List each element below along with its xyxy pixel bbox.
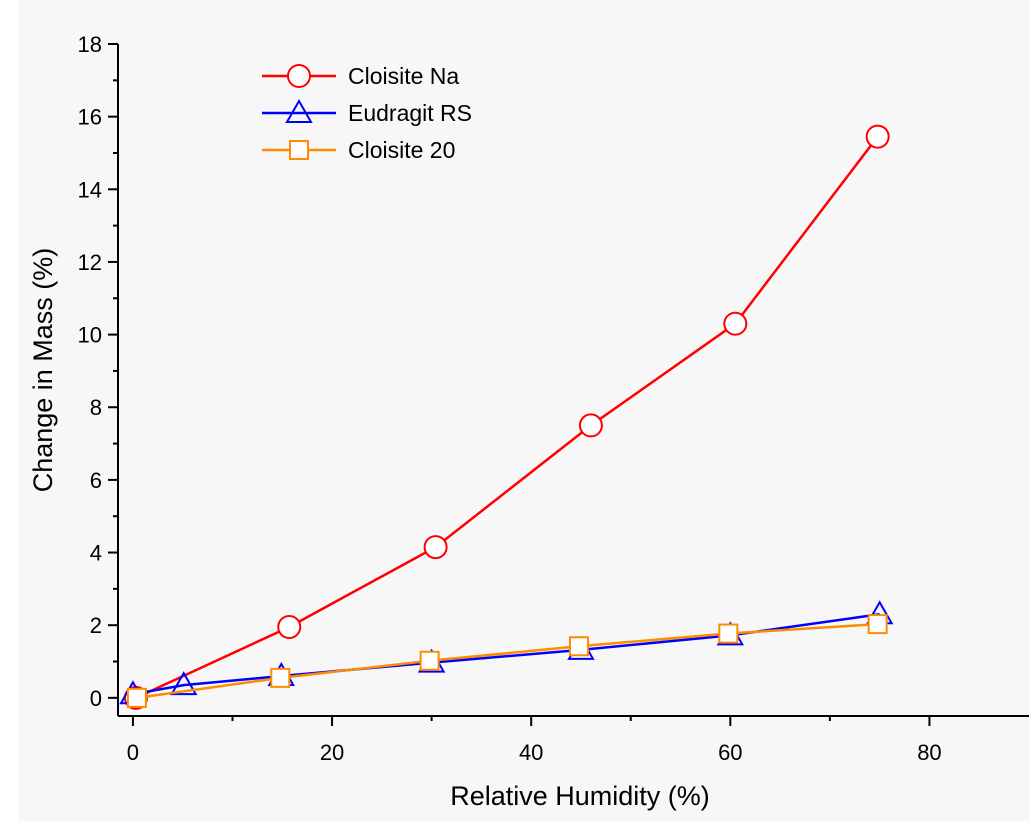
data-point-cloisite-20 (126, 687, 147, 708)
series-cloisite-20 (126, 614, 888, 708)
legend-label-cloisite-20: Cloisite 20 (348, 137, 455, 163)
y-tick-label: 0 (90, 686, 102, 711)
y-tick-label: 16 (78, 105, 102, 130)
legend-marker-eudragit-rs (285, 98, 313, 123)
data-point-cloisite-na (423, 535, 448, 560)
legend: Cloisite Na Eudragit RS Cloisite 20 (262, 63, 472, 163)
series-line-cloisite-20 (136, 622, 878, 700)
y-tick-label: 2 (90, 613, 102, 638)
y-tick-label: 8 (90, 395, 102, 420)
data-point-cloisite-na (578, 413, 603, 438)
data-point-cloisite-20 (270, 667, 291, 688)
y-axis-title: Change in Mass (%) (28, 248, 58, 493)
y-tick-label: 4 (90, 541, 102, 566)
data-point-cloisite-20 (718, 623, 739, 644)
y-tick-label: 10 (78, 323, 102, 348)
data-point-cloisite-20 (867, 614, 888, 635)
x-tick-label: 60 (718, 740, 742, 765)
legend-marker-cloisite-20 (289, 140, 309, 160)
data-point-cloisite-na (277, 615, 302, 640)
data-point-cloisite-na (723, 311, 748, 336)
data-point-eudragit-rs (169, 671, 198, 696)
legend-label-cloisite-na: Cloisite Na (348, 63, 459, 89)
data-point-cloisite-20 (568, 636, 589, 657)
x-tick-label: 40 (519, 740, 543, 765)
series-line-cloisite-na (135, 135, 879, 699)
x-tick-label: 20 (320, 740, 344, 765)
axes: 0 2 4 6 8 10 12 14 16 18 0 20 40 60 80 (78, 32, 1029, 765)
x-tick-label: 0 (127, 740, 139, 765)
y-tick-label: 12 (78, 250, 102, 275)
y-tick-label: 14 (78, 177, 102, 202)
plot-background (18, 0, 1029, 821)
legend-label-eudragit-rs: Eudragit RS (348, 100, 472, 126)
y-tick-label: 18 (78, 32, 102, 57)
y-tick-label: 6 (90, 468, 102, 493)
x-axis-title: Relative Humidity (%) (450, 781, 710, 811)
x-tick-label: 80 (917, 740, 941, 765)
data-point-cloisite-20 (419, 650, 440, 671)
legend-marker-cloisite-na (287, 64, 311, 88)
series-group (119, 124, 894, 710)
data-point-cloisite-na (865, 124, 890, 149)
